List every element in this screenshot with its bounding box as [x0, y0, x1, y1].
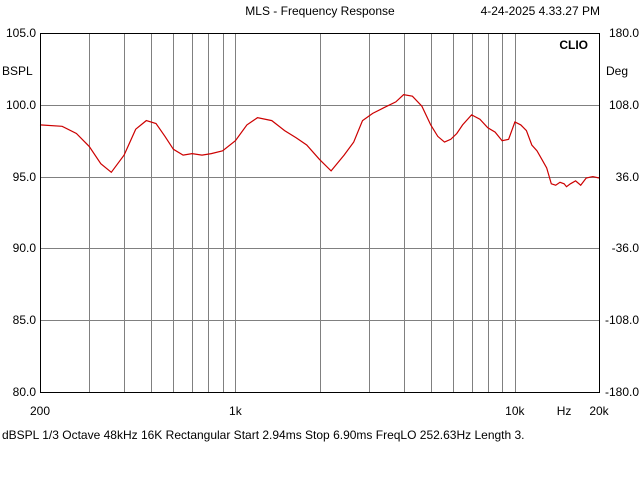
y2-tick-label: 180.0: [608, 26, 639, 40]
y-tick-label: 85.0: [12, 313, 36, 328]
x-tick-label: 10k: [505, 404, 525, 418]
y-tick-label: 80.0: [12, 385, 36, 399]
x-tick-label: 1k: [229, 404, 242, 418]
y-tick-label: 95.0: [12, 169, 36, 184]
left-axis-unit: BSPL: [2, 64, 33, 78]
plot-frame: [40, 33, 600, 393]
x-tick-label: Hz: [556, 404, 572, 418]
clio-watermark: CLIO: [559, 38, 588, 52]
y-tick-label: 105.0: [5, 26, 36, 40]
measurement-settings-bar: dBSPL 1/3 Octave 48kHz 16K Rectangular S…: [2, 428, 525, 442]
y2-tick-label: -36.0: [611, 241, 639, 256]
x-tick-label: 20k: [589, 404, 609, 418]
y2-tick-label: -108.0: [604, 313, 639, 328]
y2-tick-label: 36.0: [615, 169, 639, 184]
right-axis-unit: Deg: [606, 64, 629, 78]
grid-lines: [40, 33, 599, 393]
y2-tick-label: -180.0: [604, 385, 639, 399]
frequency-response-curve: [39, 94, 600, 188]
y2-tick-label: 108.0: [608, 97, 639, 112]
y-tick-label: 100.0: [5, 97, 36, 112]
y-tick-label: 90.0: [12, 241, 36, 256]
chart-timestamp: 4-24-2025 4.33.27 PM: [480, 4, 600, 18]
chart-header-title: MLS - Frequency Response: [245, 4, 395, 18]
x-tick-label: 200: [29, 404, 51, 418]
